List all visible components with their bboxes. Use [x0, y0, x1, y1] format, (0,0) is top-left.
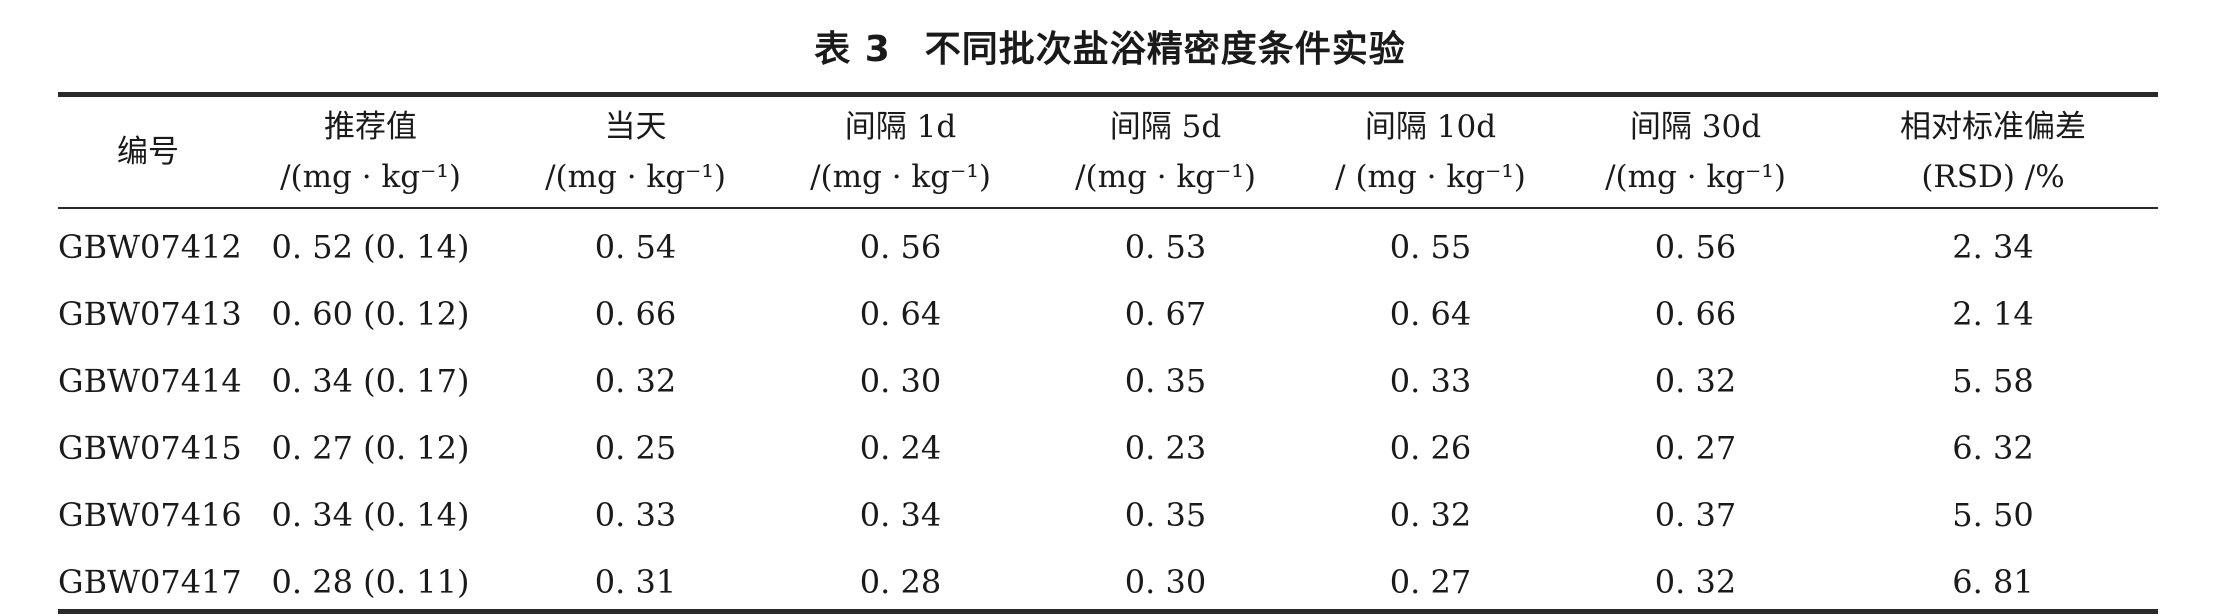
- cell-interval-5d: 0. 35: [1124, 361, 1207, 400]
- table-row: GBW07417 0. 28 (0. 11) 0. 31 0. 28 0. 30…: [58, 548, 2158, 615]
- cell-interval-1d: 0. 28: [859, 562, 942, 601]
- cell-interval-5d: 0. 23: [1124, 428, 1207, 467]
- cell-recommended: 0. 52 (0. 14): [271, 227, 470, 266]
- cell-same-day: 0. 66: [594, 294, 677, 333]
- cell-sample-id: GBW07415: [58, 428, 242, 467]
- cell-rsd: 6. 81: [1952, 562, 2034, 601]
- cell-same-day: 0. 25: [594, 428, 677, 467]
- header-cell-id: 编号: [58, 97, 238, 207]
- cell-same-day: 0. 31: [594, 562, 677, 601]
- cell-same-day: 0. 33: [594, 495, 677, 534]
- header-label: 相对标准偏差: [1900, 109, 2086, 145]
- cell-interval-30d: 0. 56: [1654, 227, 1737, 266]
- header-label: 当天: [604, 109, 667, 145]
- cell-same-day: 0. 54: [594, 227, 677, 266]
- cell-sample-id: GBW07412: [58, 227, 242, 266]
- header-unit: /(mg · kg⁻¹): [1605, 159, 1786, 195]
- bottom-rule: [58, 609, 2158, 614]
- top-rule: [58, 92, 2158, 97]
- table-row: GBW07412 0. 52 (0. 14) 0. 54 0. 56 0. 53…: [58, 207, 2158, 280]
- cell-interval-30d: 0. 32: [1654, 361, 1737, 400]
- table-row: GBW07413 0. 60 (0. 12) 0. 66 0. 64 0. 67…: [58, 280, 2158, 347]
- cell-recommended: 0. 34 (0. 14): [271, 495, 470, 534]
- table-row: GBW07415 0. 27 (0. 12) 0. 25 0. 24 0. 23…: [58, 414, 2158, 481]
- header-cell-interval-30d: 间隔 30d /(mg · kg⁻¹): [1563, 97, 1828, 207]
- cell-interval-1d: 0. 56: [859, 227, 942, 266]
- cell-sample-id: GBW07413: [58, 294, 242, 333]
- cell-interval-1d: 0. 24: [859, 428, 942, 467]
- header-unit: /(mg · kg⁻¹): [810, 159, 991, 195]
- header-cell-same-day: 当天 /(mg · kg⁻¹): [503, 97, 768, 207]
- cell-rsd: 2. 34: [1952, 227, 2034, 266]
- table-number: 表 3: [814, 29, 891, 70]
- header-unit: /(mg · kg⁻¹): [545, 159, 726, 195]
- cell-interval-5d: 0. 35: [1124, 495, 1207, 534]
- cell-interval-1d: 0. 30: [859, 361, 942, 400]
- header-unit: (RSD) /%: [1921, 159, 2065, 195]
- cell-same-day: 0. 32: [594, 361, 677, 400]
- cell-interval-30d: 0. 37: [1654, 495, 1737, 534]
- header-cell-interval-10d: 间隔 10d / (mg · kg⁻¹): [1298, 97, 1563, 207]
- cell-sample-id: GBW07417: [58, 562, 242, 601]
- cell-interval-5d: 0. 30: [1124, 562, 1207, 601]
- cell-interval-10d: 0. 32: [1389, 495, 1472, 534]
- header-label: 间隔 30d: [1629, 109, 1762, 145]
- table-title: 不同批次盐浴精密度条件实验: [924, 29, 1406, 70]
- table-row: GBW07416 0. 34 (0. 14) 0. 33 0. 34 0. 35…: [58, 481, 2158, 548]
- header-label: 间隔 5d: [1109, 109, 1222, 145]
- cell-sample-id: GBW07414: [58, 361, 242, 400]
- cell-sample-id: GBW07416: [58, 495, 242, 534]
- cell-rsd: 5. 58: [1952, 361, 2034, 400]
- cell-interval-1d: 0. 64: [859, 294, 942, 333]
- header-label: 间隔 10d: [1364, 109, 1497, 145]
- header-rule: [58, 207, 2158, 209]
- table-caption: 表 3 不同批次盐浴精密度条件实验: [0, 22, 2220, 78]
- cell-interval-5d: 0. 53: [1124, 227, 1207, 266]
- header-cell-interval-5d: 间隔 5d /(mg · kg⁻¹): [1033, 97, 1298, 207]
- cell-recommended: 0. 60 (0. 12): [271, 294, 470, 333]
- cell-recommended: 0. 34 (0. 17): [271, 361, 470, 400]
- cell-interval-10d: 0. 27: [1389, 562, 1472, 601]
- precision-table: 编号 推荐值 /(mg · kg⁻¹) 当天 /(mg · kg⁻¹) 间隔 1…: [58, 97, 2158, 615]
- cell-recommended: 0. 27 (0. 12): [271, 428, 470, 467]
- header-id-label: 编号: [117, 134, 179, 170]
- header-cell-interval-1d: 间隔 1d /(mg · kg⁻¹): [768, 97, 1033, 207]
- cell-rsd: 5. 50: [1952, 495, 2034, 534]
- header-label: 间隔 1d: [844, 109, 957, 145]
- header-cell-rsd: 相对标准偏差 (RSD) /%: [1828, 97, 2158, 207]
- table-row: GBW07414 0. 34 (0. 17) 0. 32 0. 30 0. 35…: [58, 347, 2158, 414]
- header-unit: / (mg · kg⁻¹): [1335, 159, 1526, 195]
- cell-interval-1d: 0. 34: [859, 495, 942, 534]
- cell-interval-10d: 0. 26: [1389, 428, 1472, 467]
- header-unit: /(mg · kg⁻¹): [1075, 159, 1256, 195]
- cell-interval-30d: 0. 27: [1654, 428, 1737, 467]
- cell-recommended: 0. 28 (0. 11): [271, 562, 470, 601]
- cell-rsd: 2. 14: [1952, 294, 2034, 333]
- cell-interval-10d: 0. 55: [1389, 227, 1472, 266]
- cell-interval-5d: 0. 67: [1124, 294, 1207, 333]
- cell-interval-30d: 0. 66: [1654, 294, 1737, 333]
- cell-interval-10d: 0. 64: [1389, 294, 1472, 333]
- header-row: 编号 推荐值 /(mg · kg⁻¹) 当天 /(mg · kg⁻¹) 间隔 1…: [58, 97, 2158, 207]
- cell-interval-30d: 0. 32: [1654, 562, 1737, 601]
- cell-interval-10d: 0. 33: [1389, 361, 1472, 400]
- header-label: 推荐值: [324, 109, 417, 145]
- header-unit: /(mg · kg⁻¹): [280, 159, 461, 195]
- header-cell-recommended: 推荐值 /(mg · kg⁻¹): [238, 97, 503, 207]
- cell-rsd: 6. 32: [1952, 428, 2034, 467]
